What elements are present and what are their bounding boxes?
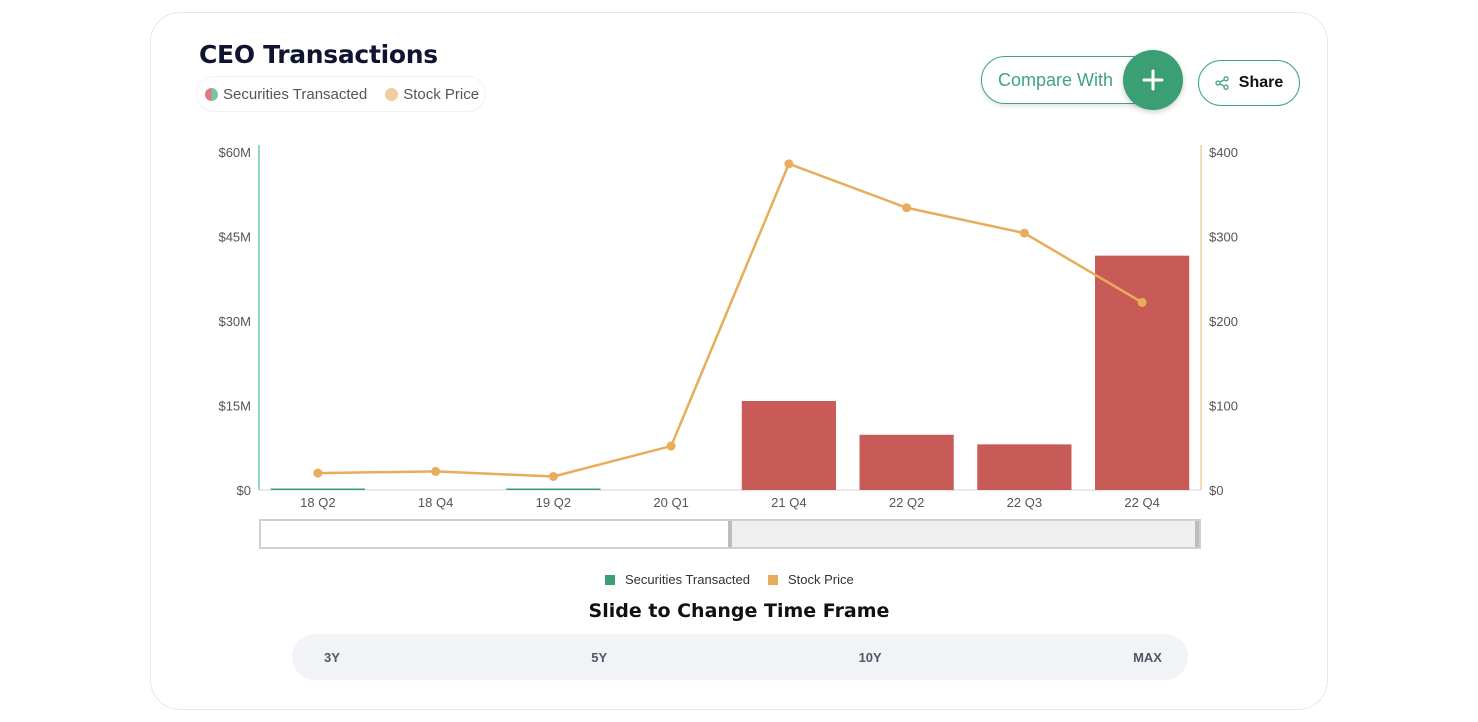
timeframe-max-button[interactable]: MAX bbox=[1131, 644, 1164, 671]
legend-toggle-price[interactable]: Stock Price bbox=[768, 572, 854, 587]
share-icon bbox=[1215, 76, 1229, 90]
legend-label-securities-bottom: Securities Transacted bbox=[625, 572, 751, 587]
x-tick-label: 21 Q4 bbox=[771, 495, 806, 510]
left-tick-label: $0 bbox=[237, 483, 251, 498]
securities-bar[interactable] bbox=[741, 400, 836, 490]
securities-bar[interactable] bbox=[506, 488, 601, 491]
share-button[interactable]: Share bbox=[1198, 60, 1300, 106]
right-tick-labels: $0 $100 $200 $300 $400 bbox=[1209, 145, 1238, 498]
slider-left-handle[interactable] bbox=[728, 521, 732, 547]
securities-bar[interactable] bbox=[270, 488, 365, 491]
time-range-slider[interactable] bbox=[259, 519, 1201, 549]
legend-item-securities: Securities Transacted bbox=[205, 86, 367, 103]
left-tick-labels: $0 $15M $30M $45M $60M bbox=[218, 145, 251, 498]
right-tick-label: $0 bbox=[1209, 483, 1223, 498]
stock-price-point[interactable] bbox=[313, 468, 323, 478]
x-tick-label: 22 Q4 bbox=[1124, 495, 1159, 510]
left-tick-label: $15M bbox=[218, 399, 251, 414]
stock-price-point[interactable] bbox=[1137, 297, 1147, 307]
stock-price-point[interactable] bbox=[1019, 228, 1029, 238]
x-tick-label: 19 Q2 bbox=[536, 495, 571, 510]
stock-price-line bbox=[317, 162, 1143, 478]
stock-price-series bbox=[313, 159, 1147, 481]
dot-icon bbox=[385, 87, 399, 101]
timeframe-selector: 3Y 5Y 10Y MAX bbox=[292, 634, 1188, 680]
left-tick-label: $30M bbox=[218, 314, 251, 329]
timeframe-10y-button[interactable]: 10Y bbox=[857, 644, 884, 671]
page-title: CEO Transactions bbox=[199, 40, 438, 69]
stock-price-point[interactable] bbox=[431, 466, 441, 476]
x-tick-label: 18 Q2 bbox=[300, 495, 335, 510]
timeframe-title: Slide to Change Time Frame bbox=[588, 600, 890, 622]
legend-toggle-securities[interactable]: Securities Transacted bbox=[605, 572, 750, 587]
legend-label-securities: Securities Transacted bbox=[223, 85, 368, 103]
plus-icon bbox=[1142, 69, 1164, 91]
x-tick-labels: 18 Q2 18 Q4 19 Q2 20 Q1 21 Q4 22 Q2 22 Q3 22 Q4 bbox=[300, 495, 1160, 510]
left-tick-label: $60M bbox=[218, 145, 251, 160]
timeframe-5y-button[interactable]: 5Y bbox=[589, 644, 609, 671]
slider-selection[interactable] bbox=[730, 521, 1199, 547]
x-tick-label: 22 Q2 bbox=[889, 495, 924, 510]
left-tick-label: $45M bbox=[218, 230, 251, 245]
securities-bar[interactable] bbox=[1095, 255, 1190, 490]
stock-price-point[interactable] bbox=[784, 159, 794, 169]
x-tick-label: 22 Q3 bbox=[1007, 495, 1042, 510]
securities-bars bbox=[270, 255, 1190, 491]
right-tick-label: $200 bbox=[1209, 314, 1238, 329]
chart-legend: Securities Transacted Stock Price bbox=[605, 572, 872, 587]
x-tick-label: 18 Q4 bbox=[418, 495, 453, 510]
x-tick-label: 20 Q1 bbox=[653, 495, 688, 510]
legend-item-price: Stock Price bbox=[385, 86, 479, 103]
split-dot-icon bbox=[205, 87, 218, 101]
securities-bar[interactable] bbox=[859, 434, 954, 490]
square-icon bbox=[605, 574, 615, 585]
share-label: Share bbox=[1238, 74, 1284, 91]
square-icon bbox=[768, 574, 779, 585]
legend-label-price-bottom: Stock Price bbox=[788, 572, 854, 587]
add-compare-button[interactable] bbox=[1123, 50, 1183, 110]
stock-price-point[interactable] bbox=[548, 471, 558, 481]
header-legend: Securities Transacted Stock Price bbox=[196, 76, 486, 112]
right-tick-label: $300 bbox=[1209, 230, 1238, 245]
right-tick-label: $100 bbox=[1209, 399, 1238, 414]
legend-label-price: Stock Price bbox=[403, 85, 480, 103]
stock-price-point[interactable] bbox=[666, 441, 676, 451]
slider-right-handle[interactable] bbox=[1195, 521, 1199, 547]
stock-price-point[interactable] bbox=[902, 203, 912, 213]
securities-bar[interactable] bbox=[977, 444, 1072, 490]
timeframe-3y-button[interactable]: 3Y bbox=[322, 644, 342, 671]
right-tick-label: $400 bbox=[1209, 145, 1238, 160]
